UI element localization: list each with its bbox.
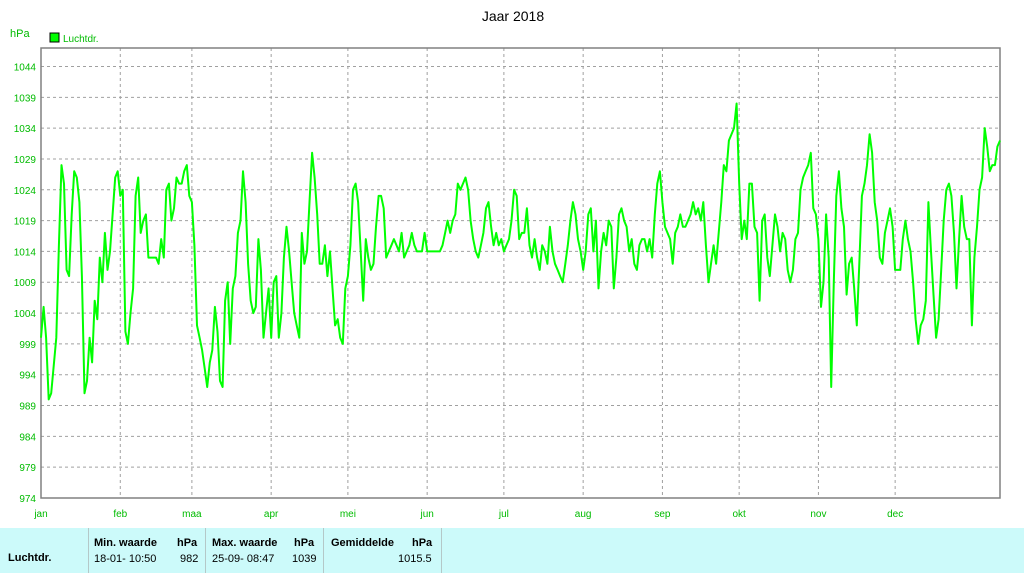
stats-row-label: Luchtdr. <box>8 552 52 564</box>
min-time: 18-01- 10:50 <box>94 553 157 565</box>
avg-header: Gemiddelde <box>331 537 394 549</box>
x-tick-label-apr: apr <box>264 509 279 520</box>
y-tick-label: 1014 <box>14 247 37 258</box>
y-axis: 974 979 984 989 994 999 1004 1009 1014 1019 1024 10… <box>14 62 37 505</box>
y-tick-label: 994 <box>19 371 36 382</box>
y-tick-label: 1039 <box>14 93 37 104</box>
x-tick-label-nov: nov <box>810 509 826 520</box>
x-tick-label-jan: jan <box>33 509 47 520</box>
series-line-luchtdr <box>40 102 1001 401</box>
legend-label: Luchtdr. <box>63 34 99 45</box>
x-tick-label-sep: sep <box>654 509 671 520</box>
y-axis-unit-label: hPa <box>10 28 30 40</box>
min-unit: hPa <box>177 537 198 549</box>
x-tick-label-okt: okt <box>732 509 746 520</box>
min-value: 982 <box>180 553 199 565</box>
x-tick-label-dec: dec <box>887 509 903 520</box>
max-value: 1039 <box>292 553 317 565</box>
y-tick-label: 974 <box>19 494 36 505</box>
chart-title: Jaar 2018 <box>482 8 544 24</box>
max-header: Max. waarde <box>212 537 278 549</box>
x-axis: jan feb maa apr mei jun jul aug sep okt nov dec <box>33 509 903 520</box>
max-unit: hPa <box>294 537 315 549</box>
avg-unit: hPa <box>412 537 433 549</box>
x-tick-label-jun: jun <box>419 509 433 520</box>
y-tick-label: 1009 <box>14 278 37 289</box>
series-luchtdr <box>40 102 1001 401</box>
y-tick-label: 984 <box>19 432 36 443</box>
statistics-panel: Luchtdr. Min. waarde hPa 18-01- 10:50 98… <box>0 528 1024 573</box>
x-tick-label-maa: maa <box>182 509 202 520</box>
y-tick-label: 989 <box>19 402 36 413</box>
x-tick-label-jul: jul <box>498 509 509 520</box>
y-tick-label: 1004 <box>14 309 37 320</box>
x-tick-label-aug: aug <box>575 509 592 520</box>
avg-value: 1015.5 <box>398 553 432 565</box>
legend: Luchtdr. <box>49 32 99 45</box>
y-tick-label: 999 <box>19 340 36 351</box>
y-tick-label: 1019 <box>14 217 37 228</box>
x-tick-label-feb: feb <box>113 509 127 520</box>
max-time: 25-09- 08:47 <box>212 553 275 565</box>
legend-swatch <box>49 32 60 43</box>
y-tick-label: 1044 <box>14 62 37 73</box>
chart-canvas: Jaar 2018 hPa Luchtdr. 974 979 984 989 994 99… <box>10 8 1001 520</box>
plot-frame <box>40 47 1001 499</box>
y-tick-label: 1024 <box>14 186 37 197</box>
grid <box>41 48 1000 498</box>
y-tick-label: 1029 <box>14 155 37 166</box>
min-header: Min. waarde <box>94 537 157 549</box>
x-tick-label-mei: mei <box>340 509 356 520</box>
y-tick-label: 979 <box>19 463 36 474</box>
y-tick-label: 1034 <box>14 124 37 135</box>
